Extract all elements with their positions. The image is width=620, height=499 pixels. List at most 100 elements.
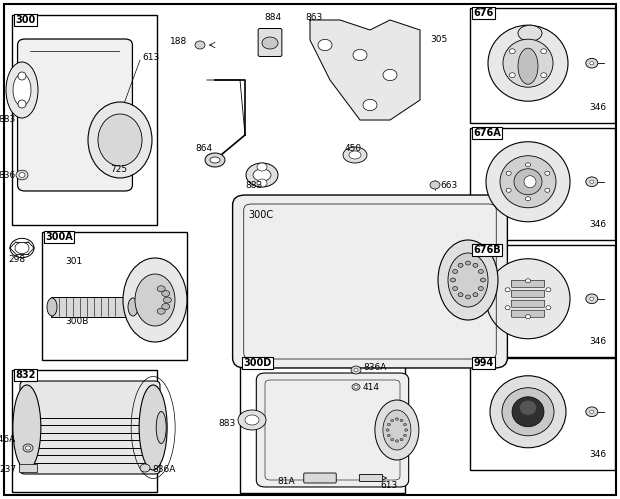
Ellipse shape [486,259,570,339]
Circle shape [391,438,394,441]
Circle shape [509,49,515,53]
Circle shape [16,170,28,180]
Circle shape [352,384,360,390]
FancyBboxPatch shape [19,464,37,473]
Text: 863: 863 [305,13,322,22]
Ellipse shape [123,258,187,342]
Circle shape [25,446,30,450]
Ellipse shape [518,48,538,84]
Text: 883: 883 [0,115,16,124]
Circle shape [509,73,515,78]
Ellipse shape [343,147,367,163]
Bar [12,15,157,225]
Text: 346: 346 [589,103,606,112]
Text: 301: 301 [65,257,82,266]
Text: 300: 300 [15,15,35,25]
Circle shape [140,464,150,472]
Ellipse shape [135,274,175,326]
Circle shape [526,197,531,201]
Circle shape [396,418,399,420]
Circle shape [479,269,484,273]
Text: 676: 676 [473,8,494,18]
Circle shape [590,180,594,183]
Circle shape [353,49,367,61]
Bar [12,370,157,492]
Ellipse shape [502,388,554,436]
Ellipse shape [18,72,26,80]
Circle shape [386,429,389,431]
Circle shape [473,293,478,297]
Text: 298: 298 [8,255,25,264]
Text: 346A: 346A [0,436,16,445]
Ellipse shape [6,62,38,118]
Circle shape [404,434,407,437]
Bar [470,8,615,123]
Text: 883: 883 [245,181,262,190]
Circle shape [466,295,471,299]
Circle shape [586,58,598,68]
Ellipse shape [349,151,361,159]
Ellipse shape [157,308,165,314]
Circle shape [396,440,399,442]
Text: 346: 346 [589,220,606,229]
Ellipse shape [500,156,556,208]
Text: 836: 836 [0,171,16,180]
FancyBboxPatch shape [512,280,544,287]
Ellipse shape [164,297,171,303]
Circle shape [354,368,358,372]
Circle shape [19,173,25,178]
Ellipse shape [88,102,152,178]
Ellipse shape [257,179,267,187]
Ellipse shape [238,410,266,430]
FancyBboxPatch shape [256,373,409,487]
Text: 836A: 836A [152,466,175,475]
Circle shape [479,286,484,290]
Ellipse shape [253,169,271,181]
Ellipse shape [139,385,167,470]
Text: 346: 346 [589,337,606,346]
Circle shape [195,41,205,49]
Circle shape [506,171,511,175]
Circle shape [546,288,551,292]
Bar [470,358,615,470]
FancyBboxPatch shape [17,39,133,191]
FancyBboxPatch shape [258,28,282,56]
Circle shape [505,288,510,292]
Circle shape [590,410,594,413]
Circle shape [388,423,391,426]
Circle shape [526,315,531,319]
Bar [42,232,187,360]
Text: 663: 663 [440,181,458,190]
Circle shape [480,278,485,282]
Circle shape [526,163,531,167]
Ellipse shape [98,114,142,166]
Text: 305: 305 [430,35,447,44]
Circle shape [546,306,551,310]
Circle shape [400,419,403,422]
Text: 300C: 300C [248,210,273,220]
Text: 676B: 676B [473,245,501,255]
Text: 884: 884 [264,13,281,22]
Circle shape [405,429,408,431]
Text: 836A: 836A [363,363,386,372]
Text: 450: 450 [345,144,362,153]
Ellipse shape [162,290,170,296]
Circle shape [586,294,598,303]
Text: 81A: 81A [277,478,295,487]
Ellipse shape [383,410,411,450]
Ellipse shape [13,385,41,470]
Circle shape [590,297,594,300]
Ellipse shape [488,25,568,101]
Ellipse shape [486,142,570,222]
Ellipse shape [490,376,566,448]
Circle shape [453,269,458,273]
Ellipse shape [162,303,170,309]
Ellipse shape [512,397,544,427]
Ellipse shape [205,153,225,167]
Circle shape [586,177,598,187]
Ellipse shape [257,163,267,171]
Ellipse shape [245,415,259,425]
Ellipse shape [375,400,419,460]
Text: 725: 725 [110,166,127,175]
Circle shape [453,286,458,290]
